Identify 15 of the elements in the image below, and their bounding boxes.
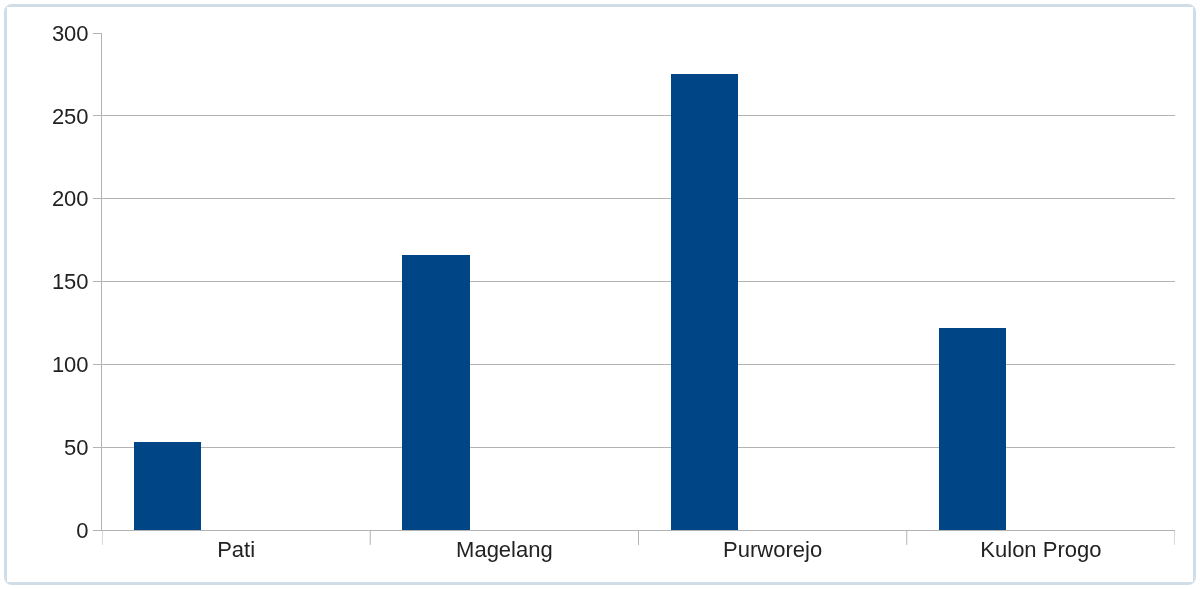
y-tick-label: 100 — [51, 352, 89, 378]
y-tick-label: 300 — [51, 20, 89, 46]
x-tick-label: Purworejo — [723, 537, 823, 563]
bar — [671, 74, 738, 530]
y-tick-label: 0 — [76, 517, 89, 543]
bar — [134, 442, 201, 530]
y-tick-label: 50 — [64, 434, 89, 460]
bar — [402, 255, 470, 530]
x-tick-label: Kulon Progo — [980, 537, 1102, 563]
y-tick-label: 250 — [51, 103, 89, 129]
x-tick-label: Magelang — [456, 537, 553, 563]
x-tick-label: Pati — [217, 537, 256, 563]
y-tick-label: 150 — [51, 269, 89, 295]
bar — [939, 328, 1006, 530]
y-tick-label: 200 — [51, 186, 89, 212]
